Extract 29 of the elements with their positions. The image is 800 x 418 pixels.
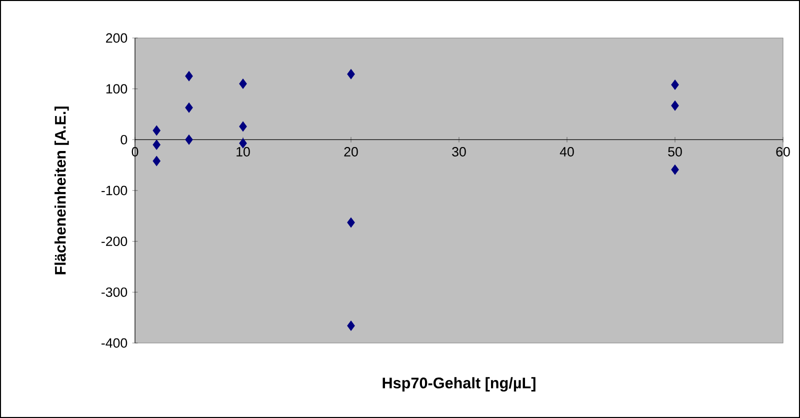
point — [347, 320, 355, 331]
x-tick-label: 40 — [560, 147, 574, 156]
y-tick-label: -300 — [102, 287, 128, 297]
x-tick-label: 30 — [452, 147, 466, 156]
point — [671, 164, 679, 175]
x-tick-label: 60 — [776, 147, 790, 156]
point — [152, 125, 160, 136]
point — [671, 100, 679, 111]
point — [671, 80, 679, 90]
y-tick-label: 100 — [106, 84, 128, 94]
y-tick-label: -400 — [102, 338, 128, 348]
point — [185, 71, 193, 82]
point — [185, 102, 193, 113]
point — [347, 217, 355, 228]
y-tick-label: 0 — [120, 134, 128, 144]
point — [152, 156, 160, 166]
y-axis-title: Flächeneinheiten [A.E.] — [54, 106, 69, 274]
x-tick-label: 20 — [344, 147, 358, 156]
point — [239, 78, 247, 89]
point — [347, 69, 355, 80]
point — [185, 134, 193, 145]
x-tick-label: 50 — [668, 147, 682, 156]
x-tick-label: 10 — [236, 147, 250, 156]
y-tick-label: -100 — [102, 186, 128, 196]
point — [239, 121, 247, 132]
y-tick-label: 200 — [106, 33, 128, 43]
y-tick-label: -200 — [102, 236, 128, 246]
x-axis-title: Hsp70-Gehalt [ng/µL] — [382, 377, 536, 392]
point — [152, 140, 160, 150]
